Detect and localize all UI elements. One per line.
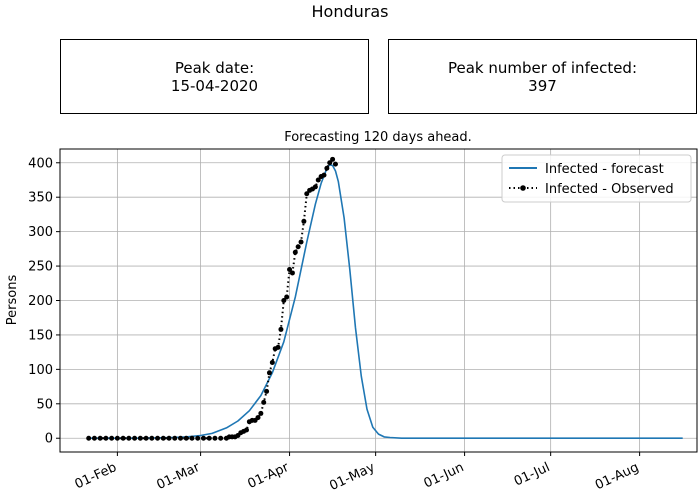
observed-point — [269, 359, 275, 365]
legend-label-observed: Infected - Observed — [545, 182, 674, 197]
observed-point — [312, 184, 318, 190]
series-layer — [86, 156, 683, 441]
y-tick-label: 0 — [45, 432, 53, 447]
observed-point — [327, 160, 333, 166]
observed-point — [143, 435, 149, 441]
peak-date-value: 15-04-2020 — [170, 76, 259, 95]
observed-point — [255, 415, 261, 421]
legend-marker-observed — [520, 185, 526, 191]
peak-date-box: Peak date: 15-04-2020 — [60, 39, 369, 114]
observed-point — [132, 435, 138, 441]
figure-title: Honduras — [311, 2, 389, 21]
observed-point — [120, 435, 126, 441]
x-tick-label: 01-Feb — [73, 460, 119, 492]
legend-box — [501, 154, 692, 203]
observed-point — [114, 435, 120, 441]
chart-title: Forecasting 120 days ahead. — [284, 130, 472, 145]
y-tick-label: 150 — [28, 328, 53, 343]
observed-point — [178, 435, 184, 441]
y-axis-label: Persons — [5, 275, 20, 326]
y-tick-label: 200 — [28, 294, 53, 309]
peak-number-label: Peak number of infected: — [447, 58, 638, 77]
x-tick-label: 01-May — [327, 460, 377, 494]
observed-point — [275, 344, 281, 350]
x-tick-label: 01-Aug — [593, 460, 641, 493]
observed-point — [172, 435, 178, 441]
y-tick-label: 350 — [28, 191, 53, 206]
observed-point — [324, 165, 330, 171]
observed-point — [287, 267, 293, 273]
observed-point — [295, 244, 301, 250]
observed-point — [212, 435, 218, 441]
observed-point — [189, 435, 195, 441]
observed-point — [109, 435, 115, 441]
y-tick-label: 50 — [36, 397, 53, 412]
observed-point — [97, 435, 103, 441]
x-tick-label: 01-Jun — [422, 460, 467, 491]
forecast-line — [88, 164, 683, 440]
observed-point — [244, 427, 250, 433]
observed-point — [149, 435, 155, 441]
legend-label-forecast: Infected - forecast — [545, 162, 664, 177]
observed-point — [91, 435, 97, 441]
observed-point — [278, 326, 284, 332]
observed-point — [315, 177, 321, 183]
peak-number-value: 397 — [528, 76, 557, 95]
observed-point — [258, 410, 264, 416]
observed-point — [86, 435, 92, 441]
observed-point — [126, 435, 132, 441]
y-tick-label: 250 — [28, 260, 53, 275]
observed-point — [206, 435, 212, 441]
observed-point — [166, 435, 172, 441]
observed-point — [304, 191, 310, 197]
observed-point — [301, 218, 307, 224]
observed-point — [261, 399, 267, 405]
observed-point — [321, 172, 327, 178]
x-tick-label: 01-Jul — [512, 460, 552, 490]
observed-line — [88, 157, 337, 440]
axes: 0 50 100 150 200 250 300 350 400 01-Feb 01-Mar 01-A… — [28, 156, 641, 494]
y-tick-label: 100 — [28, 363, 53, 378]
y-tick-label: 300 — [28, 225, 53, 240]
observed-point — [183, 435, 189, 441]
observed-point — [292, 249, 298, 255]
observed-point — [155, 435, 161, 441]
peak-number-box: Peak number of infected: 397 — [388, 39, 697, 114]
observed-point — [289, 270, 295, 276]
observed-point — [195, 435, 201, 441]
peak-date-label: Peak date: — [174, 58, 255, 77]
x-tick-label: 01-Apr — [246, 460, 292, 492]
observed-point — [266, 370, 272, 376]
observed-point — [160, 435, 166, 441]
x-tick-label: 01-Mar — [154, 460, 202, 493]
observed-point — [200, 435, 206, 441]
observed-point — [103, 435, 109, 441]
observed-point — [284, 294, 290, 300]
observed-point — [281, 298, 287, 303]
legend: Infected - forecast Infected - Observed — [501, 154, 692, 203]
observed-point — [330, 156, 336, 162]
observed-point — [218, 435, 224, 441]
observed-point — [332, 161, 338, 167]
observed-point — [137, 435, 143, 441]
observed-point — [298, 239, 304, 245]
y-tick-label: 400 — [28, 156, 53, 171]
observed-point — [264, 388, 270, 394]
